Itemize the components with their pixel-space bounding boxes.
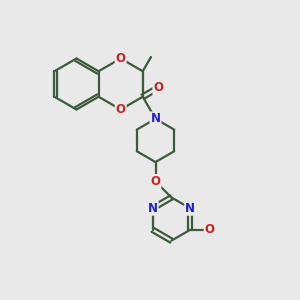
Text: N: N: [151, 112, 160, 125]
Text: O: O: [116, 52, 126, 65]
Text: O: O: [151, 175, 160, 188]
Text: N: N: [148, 202, 158, 215]
Text: O: O: [153, 81, 163, 94]
Text: N: N: [185, 202, 195, 215]
Text: O: O: [205, 223, 214, 236]
Text: O: O: [116, 103, 126, 116]
